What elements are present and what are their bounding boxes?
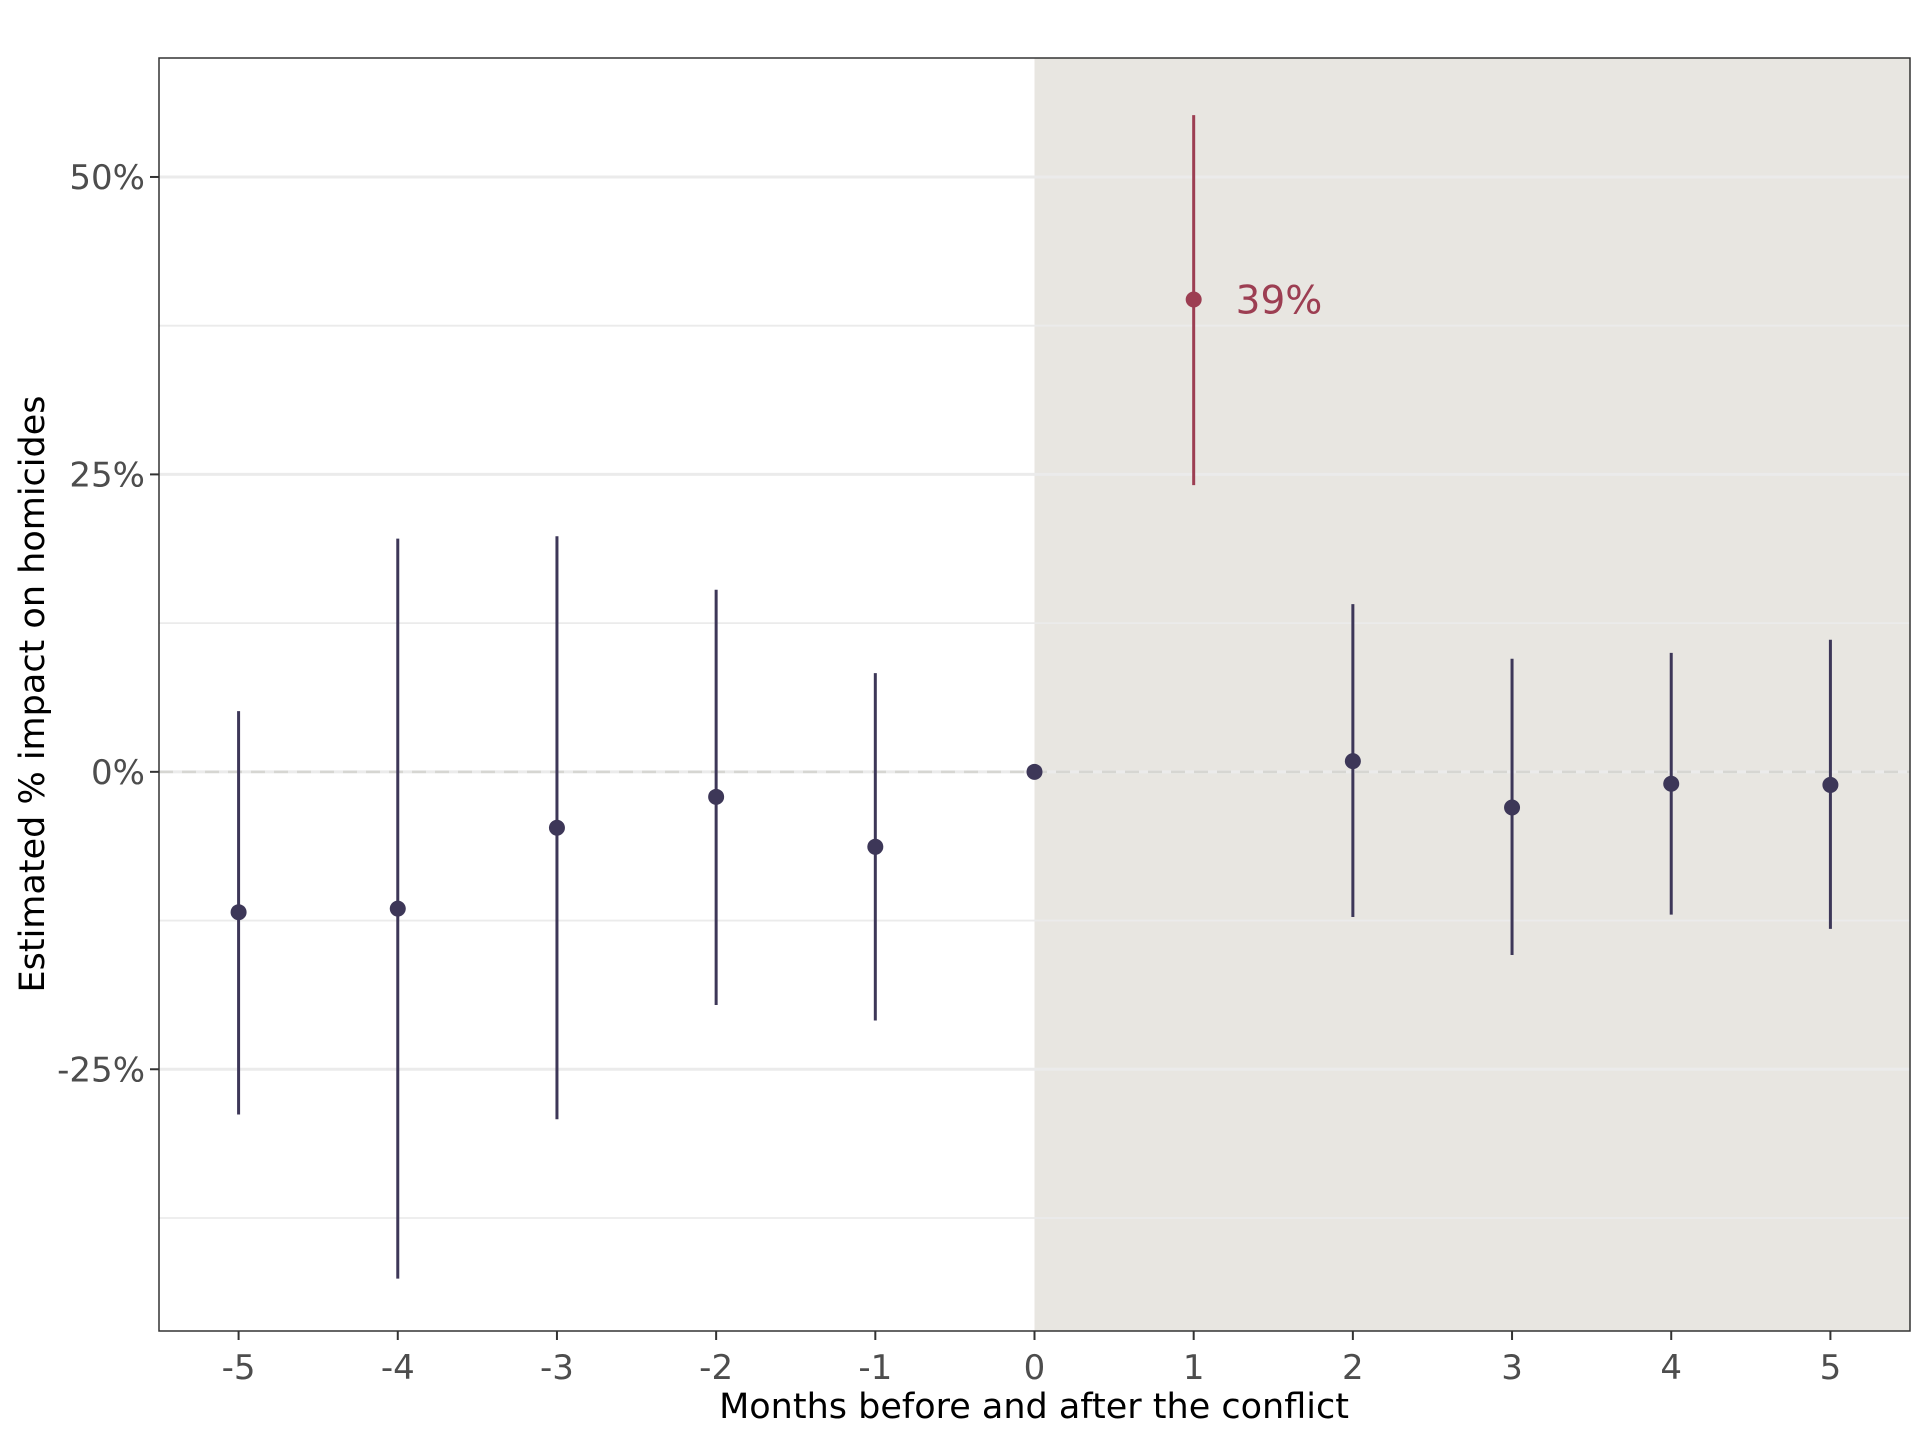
data-point [1344,753,1361,770]
data-point [548,819,565,836]
data-point [708,788,725,805]
highlight-annotation: 39% [1236,279,1323,324]
y-tick-label: 25% [69,455,145,495]
shaded-region [1034,58,1910,1331]
x-tick-label: -2 [699,1348,733,1388]
axis-ticks: -5 -4 -3 -2 -1 0 1 2 3 4 5 -25% 0% 25% 50% [57,158,1841,1388]
y-tick-label: -25% [57,1050,145,1090]
x-tick-label: -4 [381,1348,415,1388]
x-tick-label: 1 [1183,1348,1205,1388]
data-point [1504,799,1521,816]
data-point [1026,763,1043,780]
x-tick-label: -1 [858,1348,892,1388]
data-point [1185,291,1202,308]
gridlines [159,175,1910,1219]
x-tick-label: 0 [1024,1348,1046,1388]
x-tick-label: 5 [1820,1348,1842,1388]
data-point [1822,776,1839,793]
x-tick-label: 3 [1501,1348,1523,1388]
data-point [867,838,884,855]
x-tick-label: -5 [222,1348,256,1388]
y-axis-title: Estimated % impact on homicides [13,396,53,993]
x-tick-label: 4 [1660,1348,1682,1388]
x-tick-label: -3 [540,1348,574,1388]
x-tick-label: 2 [1342,1348,1364,1388]
data-point [389,900,406,917]
data-point [230,904,247,921]
data-point [1663,775,1680,792]
x-axis-title: Months before and after the conflict [719,1387,1349,1427]
y-tick-label: 0% [91,753,145,793]
data-marks [230,115,1839,1279]
y-tick-label: 50% [69,158,145,198]
